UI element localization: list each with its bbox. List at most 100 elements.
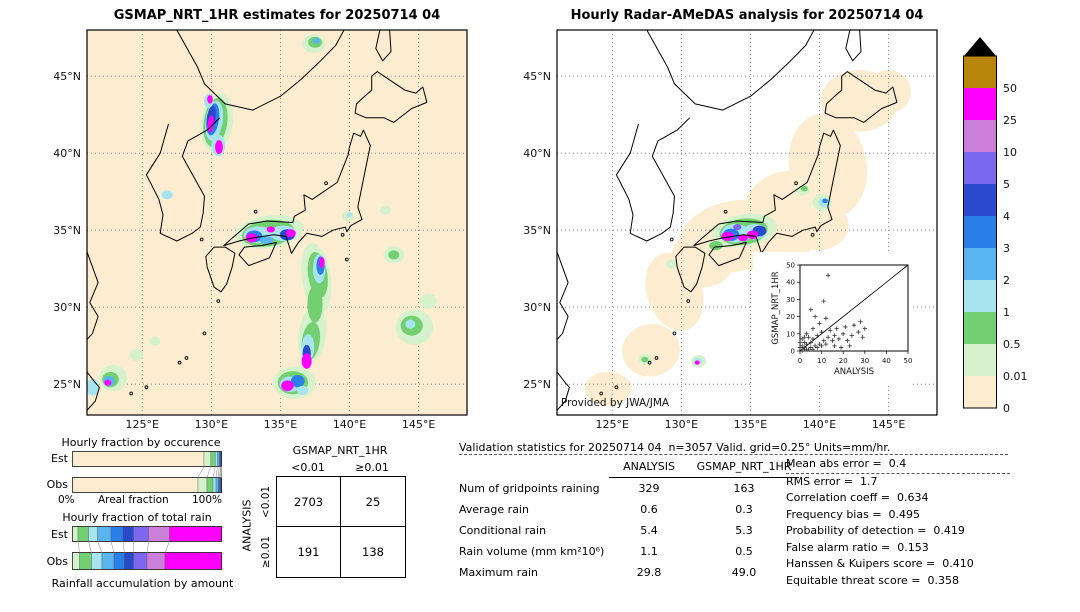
scatter-point <box>832 333 837 338</box>
island <box>199 237 204 242</box>
tick-label: 5 <box>1003 178 1010 191</box>
scatter-point <box>836 336 842 342</box>
colorbar-segment <box>963 56 997 88</box>
score-row: Frequency bias = 0.495 <box>786 507 921 521</box>
bar-segment <box>97 526 112 542</box>
tick-label: 135°E <box>734 418 767 431</box>
scatter-point <box>860 335 865 340</box>
bar-segment <box>72 552 80 570</box>
coastline <box>87 251 99 340</box>
tick-label: 30°N <box>53 301 81 314</box>
scatter-point <box>823 316 829 321</box>
contingency-table: 2703 25 191 138 <box>276 476 406 578</box>
island <box>344 257 349 262</box>
contingency-row-label-ge: ≥0.01 <box>260 535 272 569</box>
coastline <box>824 71 898 123</box>
island <box>647 360 652 365</box>
island <box>324 181 328 186</box>
colorbar-segment <box>963 248 997 280</box>
precip-blob <box>738 234 748 242</box>
precip-blob <box>281 380 294 392</box>
bar-segment <box>215 451 218 467</box>
score-row: RMS error = 1.7 <box>786 474 878 488</box>
scatter-point <box>821 298 826 304</box>
precip-colorbar: 50 25 10 5 4 3 2 1 0.5 0.01 0 <box>963 37 1028 415</box>
island <box>216 299 221 303</box>
map-layers <box>87 30 467 415</box>
island <box>794 181 798 186</box>
scatter-point <box>802 345 807 350</box>
tick-label: 35°N <box>53 224 81 237</box>
island <box>253 209 258 214</box>
scatter-point <box>808 307 813 312</box>
tick-label: 130°E <box>195 418 228 431</box>
bar-segment <box>218 477 220 493</box>
tick-label: 35°N <box>523 224 551 237</box>
stats-value-analysis: 5.4 <box>640 524 658 537</box>
connector-line <box>164 541 170 553</box>
coastline <box>646 30 815 111</box>
score-list: Mean abs error = 0.4 RMS error = 1.7 Corre… <box>786 456 1010 589</box>
scatter-point <box>802 335 807 340</box>
contingency-cell-01: 25 <box>341 477 405 527</box>
tick-label: 1 <box>1003 306 1010 319</box>
island <box>599 391 604 396</box>
coastline <box>145 117 221 242</box>
precip-blob <box>746 230 759 240</box>
precip-blob <box>319 256 325 269</box>
inset-ylabel: GSMAP_NRT_1HR <box>771 271 781 344</box>
connector-line <box>197 466 205 478</box>
validation-stats-title: Validation statistics for 20250714 04 n=… <box>459 441 891 454</box>
map-border <box>556 29 938 416</box>
tick-label: 125°E <box>596 418 629 431</box>
tick-label: 25 <box>1003 114 1017 127</box>
tick-label: 0 <box>791 348 795 356</box>
scatter-point <box>817 321 822 326</box>
stats-value-gsmap: 0.3 <box>735 503 753 516</box>
island <box>686 299 691 303</box>
tick-label: 25°N <box>53 378 81 391</box>
tick-label: 40 <box>882 357 891 365</box>
precip-blob <box>297 385 309 395</box>
inset-xlabel: ANALYSIS <box>834 367 874 377</box>
contingency-cell-11: 138 <box>362 545 384 559</box>
island <box>810 232 815 237</box>
bar-segment <box>215 477 219 493</box>
island <box>177 360 182 365</box>
scatter-point <box>806 335 811 340</box>
stats-row-label: Maximum rain <box>459 566 538 579</box>
score-row: Mean abs error = 0.4 <box>786 456 1010 474</box>
occurrence-bars-title: Hourly fraction by occurence <box>61 436 221 449</box>
tick-label: 20 <box>839 357 848 365</box>
scatter-point <box>858 319 863 324</box>
bar-segment <box>79 552 92 570</box>
map-border <box>86 29 468 416</box>
island <box>184 356 189 360</box>
scatter-point <box>808 340 813 345</box>
scatter-point <box>838 345 844 350</box>
tick-label: 140°E <box>333 418 366 431</box>
stats-value-gsmap: 0.5 <box>735 545 753 558</box>
scatter-point <box>832 343 837 349</box>
totalrain-bars-caption: Rainfall accumulation by amount <box>51 577 234 590</box>
totalrain-bars <box>72 526 222 570</box>
scatter-point <box>862 326 867 331</box>
bar-segment <box>219 451 221 467</box>
credit-text: Provided by JWA/JMA <box>561 397 670 409</box>
contingency-cell-10: 191 <box>277 527 341 577</box>
island <box>669 237 674 242</box>
bar-segment <box>72 477 199 493</box>
tick-label: 145°E <box>872 418 905 431</box>
bar-segment <box>146 552 166 570</box>
scatter-point <box>849 333 855 338</box>
bar-segment <box>110 526 124 542</box>
colorbar-segment <box>963 120 997 152</box>
connector-line <box>146 541 149 553</box>
precip-blob <box>87 378 99 396</box>
stats-header-spacer <box>459 458 609 478</box>
bar-segment <box>101 552 115 570</box>
stats-value-analysis: 329 <box>638 482 660 495</box>
bar-segment <box>91 552 103 570</box>
stats-row-label: Rain volume (mm km²10⁶) <box>459 545 605 558</box>
